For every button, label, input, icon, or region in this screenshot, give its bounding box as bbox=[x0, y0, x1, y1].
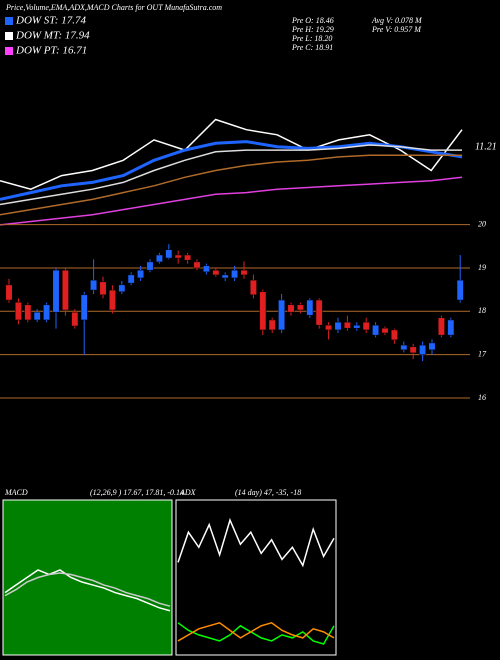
candle-body bbox=[108, 289, 116, 311]
candle-body bbox=[127, 274, 135, 284]
candle-body bbox=[400, 344, 408, 351]
stat: Pre H: 19.29 bbox=[291, 25, 334, 34]
candle-body bbox=[5, 284, 13, 301]
y-tick-label: 20 bbox=[478, 219, 486, 228]
candle-body bbox=[381, 327, 389, 334]
panel-title: ADX bbox=[179, 488, 197, 497]
series-line bbox=[0, 118, 463, 190]
stat: Pre L: 18.20 bbox=[291, 34, 332, 43]
candle-body bbox=[372, 324, 380, 336]
series-line bbox=[0, 140, 463, 201]
legend-swatch bbox=[5, 17, 13, 25]
candle-body bbox=[268, 319, 276, 331]
candle-body bbox=[306, 299, 314, 316]
candle-body bbox=[362, 321, 370, 331]
panel-title: MACD bbox=[4, 488, 28, 497]
candle-body bbox=[287, 304, 295, 313]
candle-body bbox=[71, 311, 79, 327]
candle-body bbox=[240, 269, 248, 276]
panel bbox=[2, 499, 173, 656]
candle-body bbox=[428, 342, 436, 351]
candle-body bbox=[325, 324, 333, 331]
y-tick-label: 17 bbox=[478, 349, 487, 358]
series-line bbox=[177, 622, 335, 645]
panel-subtitle: (12,26,9 ) 17.67, 17.81, -0.14 bbox=[90, 488, 184, 497]
candle-body bbox=[146, 261, 154, 271]
candle-body bbox=[437, 317, 445, 336]
candle-body bbox=[315, 299, 323, 326]
series-line bbox=[4, 572, 171, 607]
series-line bbox=[0, 154, 462, 216]
candle-body bbox=[80, 294, 88, 321]
candle-body bbox=[155, 254, 163, 263]
panel bbox=[175, 499, 337, 656]
candle-body bbox=[343, 321, 351, 329]
candle-body bbox=[390, 329, 398, 341]
candle-body bbox=[296, 304, 304, 311]
series-line bbox=[177, 517, 335, 568]
candle-body bbox=[456, 279, 464, 301]
candle-body bbox=[249, 279, 257, 296]
candle-body bbox=[14, 301, 22, 321]
page-title: Price,Volume,EMA,ADX,MACD Charts for OUT… bbox=[5, 3, 222, 12]
candle-body bbox=[165, 249, 173, 259]
series-line bbox=[4, 569, 171, 612]
candle-body bbox=[447, 319, 455, 336]
stat: Pre V: 0.957 M bbox=[371, 25, 422, 34]
candle-body bbox=[353, 324, 361, 329]
legend-swatch bbox=[5, 47, 13, 55]
y-tick-label: 19 bbox=[478, 263, 486, 272]
candle-body bbox=[33, 311, 41, 321]
candle-body bbox=[61, 269, 69, 311]
candle-body bbox=[334, 321, 342, 331]
stat: Pre O: 18.46 bbox=[291, 16, 334, 25]
candle-body bbox=[52, 269, 60, 313]
series-line bbox=[0, 144, 462, 206]
candle-body bbox=[99, 281, 107, 296]
y-tick-label: 18 bbox=[478, 306, 486, 315]
candle-body bbox=[118, 284, 126, 293]
candle-body bbox=[231, 269, 239, 279]
y-tick-label: 16 bbox=[478, 393, 486, 402]
candle-body bbox=[193, 261, 201, 269]
candle-body bbox=[221, 274, 229, 279]
legend-label: DOW PT: 16.71 bbox=[15, 45, 87, 57]
candle-body bbox=[137, 269, 145, 279]
legend-label: DOW MT: 17.94 bbox=[15, 30, 90, 42]
candle-body bbox=[43, 304, 51, 321]
stat: Avg V: 0.078 M bbox=[371, 16, 423, 25]
candle-body bbox=[409, 346, 417, 354]
annotation: 11.21 bbox=[475, 141, 497, 152]
legend-label: DOW ST: 17.74 bbox=[15, 15, 86, 27]
candle-body bbox=[184, 254, 192, 261]
candle-body bbox=[90, 279, 98, 291]
candle-body bbox=[259, 291, 267, 331]
stat: Pre C: 18.91 bbox=[291, 43, 333, 52]
series-line bbox=[177, 621, 335, 642]
candle-body bbox=[278, 299, 286, 331]
series-line bbox=[0, 176, 463, 226]
legend-swatch bbox=[5, 32, 13, 40]
candle-body bbox=[174, 254, 182, 259]
candle-body bbox=[212, 269, 220, 276]
panel-subtitle: (14 day) 47, -35, -18 bbox=[235, 488, 301, 497]
candle-body bbox=[24, 304, 32, 321]
candle-body bbox=[419, 344, 427, 355]
candle-body bbox=[202, 265, 210, 273]
